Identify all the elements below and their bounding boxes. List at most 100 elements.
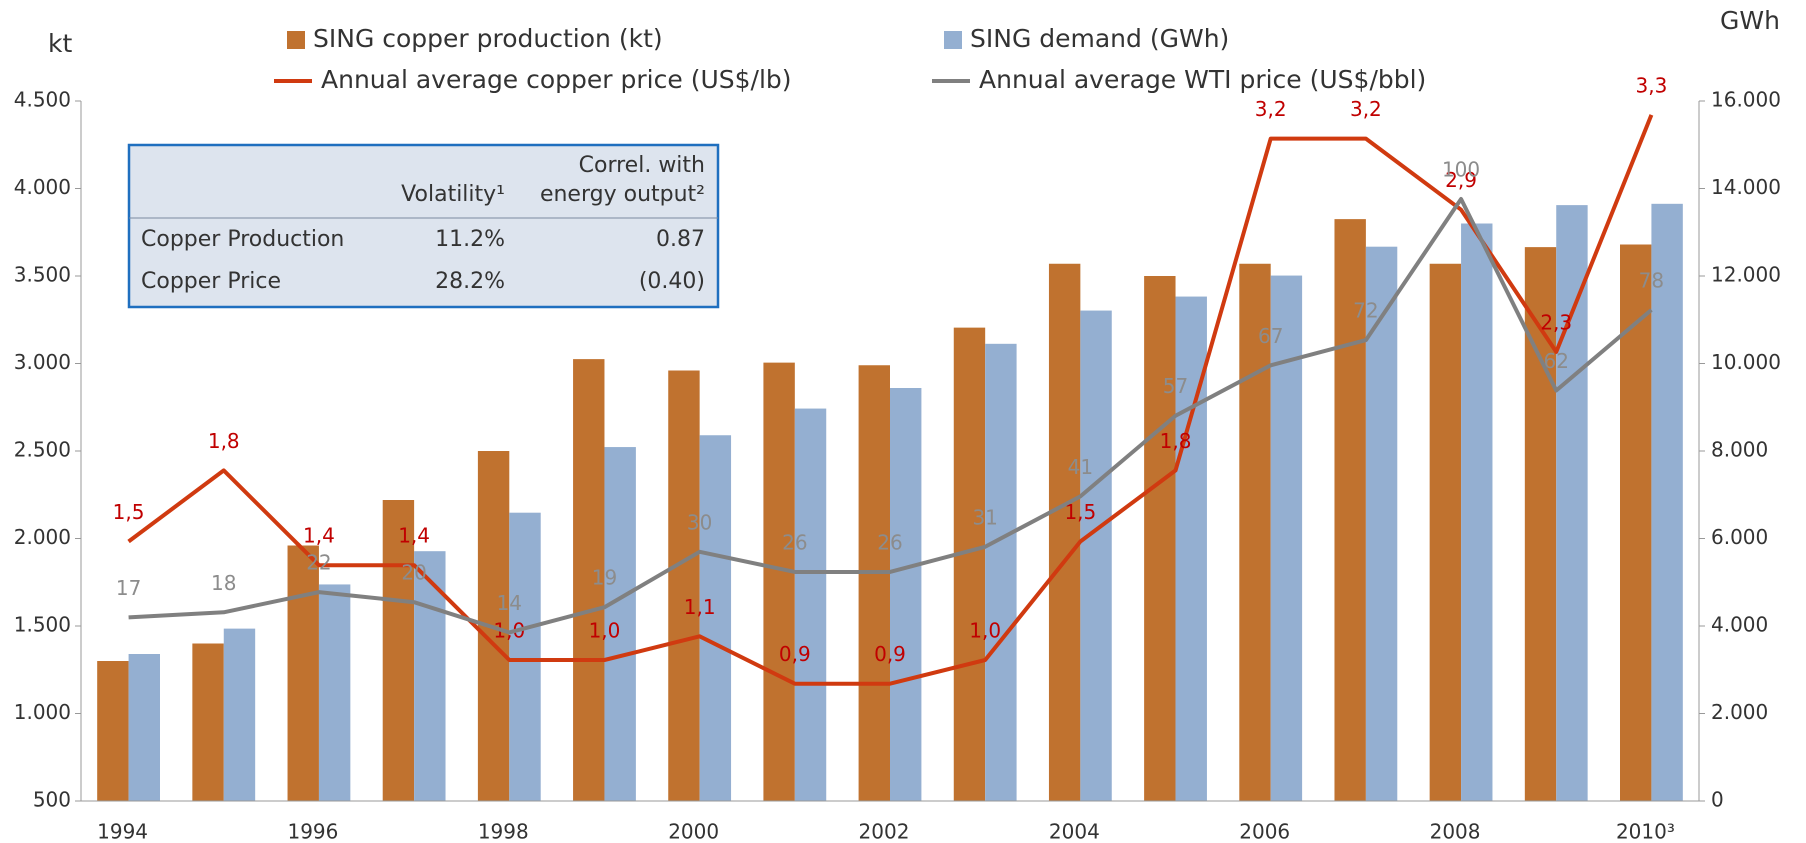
y2-tick-label: 12.000 [1711, 263, 1781, 287]
y2-tick-label: 8.000 [1711, 438, 1768, 462]
table-header: energy output² [540, 182, 705, 207]
y-tick-label: 2.500 [14, 438, 71, 462]
data-label: 2,9 [1445, 168, 1477, 192]
y-tick-label: 2.000 [14, 525, 71, 549]
y-tick-label: 1.000 [14, 700, 71, 724]
bar [1620, 244, 1652, 801]
bar [287, 545, 319, 801]
bar [604, 447, 636, 801]
bar [985, 343, 1017, 801]
bar [414, 551, 446, 801]
bar [699, 435, 732, 801]
data-label: 1,4 [398, 524, 430, 548]
data-label: 1,1 [684, 595, 716, 619]
line [127, 114, 1654, 686]
x-tick-label: 2006 [1239, 820, 1290, 843]
legend-label: SING copper production (kt) [313, 24, 663, 53]
data-label: 1,8 [1160, 429, 1192, 453]
table-cell: 28.2% [435, 269, 505, 294]
x-tick-label: 2000 [668, 820, 719, 843]
x-tick-label: 1998 [478, 820, 529, 843]
bar [953, 327, 986, 801]
data-label: 1,8 [208, 429, 240, 453]
x-tick-label: 1994 [97, 820, 148, 843]
data-label: 20 [401, 561, 426, 585]
bar [128, 654, 160, 801]
bar [1144, 276, 1176, 801]
legend-label: SING demand (GWh) [970, 24, 1229, 53]
data-label: 18 [211, 571, 236, 595]
y-tick-label: 4.000 [14, 175, 71, 199]
table-cell: Copper Production [141, 227, 344, 252]
y-tick-label: 3.500 [14, 263, 71, 287]
bar [1556, 205, 1588, 801]
y-tick-label: 4.500 [14, 88, 71, 112]
y2-tick-label: 16.000 [1711, 88, 1781, 112]
bar [509, 512, 541, 801]
y2-tick-label: 4.000 [1711, 613, 1768, 637]
data-label: 0,9 [779, 642, 811, 666]
table-box [127, 143, 720, 309]
y2-axis-label: GWh [1720, 6, 1780, 35]
data-label: 67 [1258, 324, 1283, 348]
data-label: 100 [1442, 158, 1480, 182]
data-label: 78 [1639, 268, 1664, 292]
data-label: 26 [782, 530, 807, 554]
table-cell: (0.40) [639, 269, 705, 294]
data-label: 3,2 [1350, 97, 1382, 121]
legend-swatch [287, 31, 305, 49]
y-tick-label: 3.000 [14, 350, 71, 374]
bar [1461, 223, 1493, 801]
data-label: 1,0 [589, 619, 621, 643]
bar [1239, 263, 1271, 801]
table-header: Volatility¹ [401, 182, 505, 207]
data-label: 30 [687, 510, 712, 534]
data-label: 1,4 [303, 524, 335, 548]
bar [97, 661, 129, 801]
data-label: 14 [497, 591, 522, 615]
line [128, 197, 1653, 635]
bar [890, 388, 922, 801]
bar [1048, 263, 1081, 801]
data-label: 26 [877, 530, 902, 554]
bar [794, 408, 827, 801]
data-label: 41 [1068, 455, 1093, 479]
bar [858, 365, 890, 801]
x-tick-label: 2008 [1430, 820, 1481, 843]
legend-swatch [944, 31, 962, 49]
table-cell: Copper Price [141, 269, 281, 294]
data-label: 1,0 [969, 619, 1001, 643]
y-tick-label: 500 [33, 788, 71, 812]
x-tick-label: 2002 [859, 820, 910, 843]
data-label: 3,3 [1636, 73, 1668, 97]
bar [1270, 275, 1303, 801]
y2-tick-label: 10.000 [1711, 350, 1781, 374]
bar [763, 362, 795, 801]
data-label: 17 [116, 576, 141, 600]
data-label: 31 [972, 505, 997, 529]
data-label: 1,5 [113, 500, 145, 524]
table-cell: 0.87 [656, 227, 705, 252]
legend-label: Annual average WTI price (US$/bbl) [979, 65, 1426, 94]
bar [1365, 246, 1398, 801]
x-tick-label: 1996 [287, 820, 338, 843]
data-label: 19 [592, 566, 617, 590]
bar [1334, 219, 1366, 801]
data-label: 62 [1544, 349, 1569, 373]
bar [1429, 263, 1462, 801]
bar [223, 628, 256, 801]
y-axis-label: kt [48, 29, 72, 58]
bar [1651, 203, 1683, 801]
bar [382, 500, 415, 801]
table-header: Correl. with [579, 153, 705, 178]
data-label: 3,2 [1255, 97, 1287, 121]
x-tick-label: 2010³ [1616, 820, 1675, 843]
data-label: 0,9 [874, 642, 906, 666]
y2-tick-label: 2.000 [1711, 700, 1768, 724]
y2-tick-label: 0 [1711, 788, 1724, 812]
data-label: 2,3 [1540, 310, 1572, 334]
bar [318, 584, 351, 801]
table-cell: 11.2% [435, 227, 505, 252]
bar [1080, 310, 1112, 801]
